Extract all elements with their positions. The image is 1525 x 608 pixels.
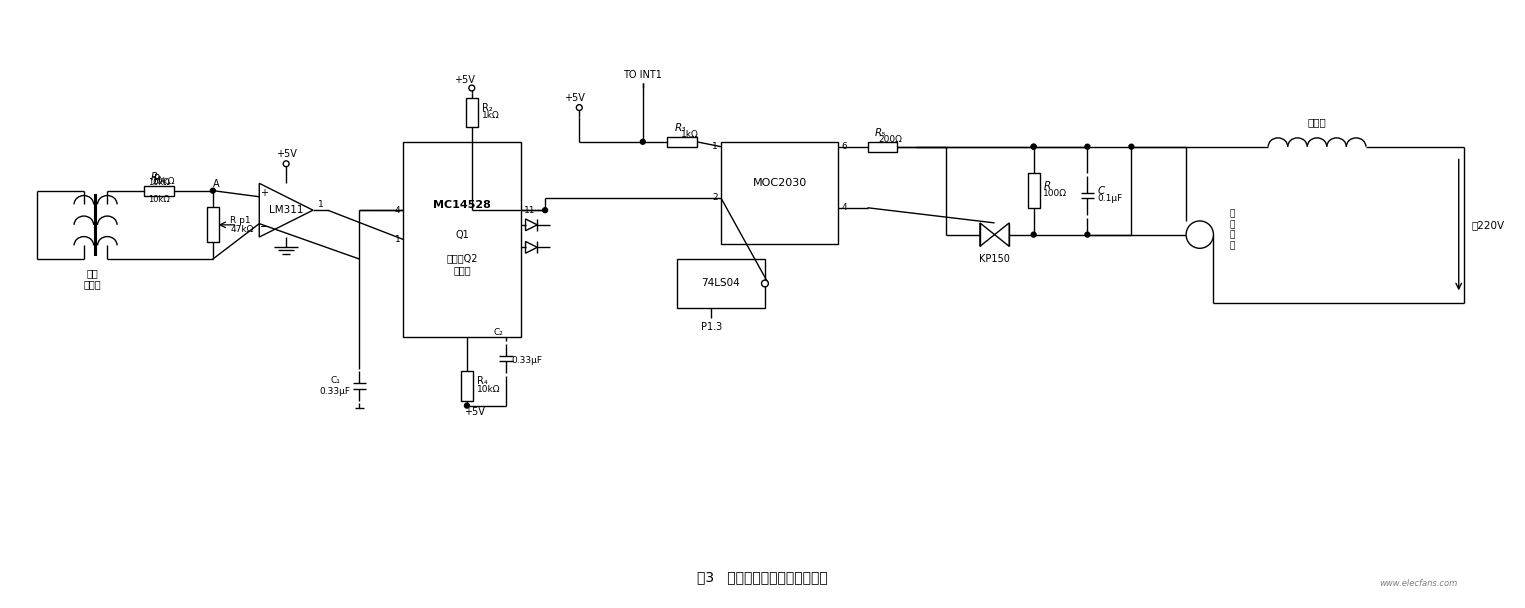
- Text: 1: 1: [712, 142, 718, 151]
- Text: 10kΩ: 10kΩ: [477, 384, 500, 393]
- Bar: [145, 186, 174, 196]
- Text: C₂: C₂: [493, 328, 503, 337]
- Text: 0.33μF: 0.33μF: [511, 356, 541, 365]
- Circle shape: [761, 280, 769, 287]
- Text: ～220V: ～220V: [1472, 220, 1505, 230]
- Text: P1.3: P1.3: [700, 322, 721, 333]
- Text: R₃: R₃: [674, 123, 686, 133]
- Bar: [461, 371, 473, 401]
- Text: 47kΩ: 47kΩ: [230, 225, 253, 234]
- Text: −: −: [259, 221, 268, 232]
- Text: 10kΩ: 10kΩ: [148, 178, 169, 187]
- Bar: [668, 137, 697, 147]
- Text: 0.1μF: 0.1μF: [1096, 194, 1122, 203]
- Circle shape: [640, 139, 645, 144]
- Text: Q1: Q1: [454, 230, 468, 240]
- Text: 4: 4: [842, 203, 846, 212]
- Text: 100Ω: 100Ω: [1043, 189, 1068, 198]
- Bar: [404, 142, 520, 337]
- Text: +: +: [261, 188, 268, 198]
- Bar: [467, 98, 477, 127]
- Text: +5V: +5V: [453, 75, 474, 85]
- Text: A: A: [212, 179, 220, 189]
- Text: C: C: [1096, 185, 1104, 196]
- Text: R₂: R₂: [482, 103, 493, 112]
- Circle shape: [576, 105, 583, 111]
- Bar: [1028, 173, 1040, 208]
- Circle shape: [284, 161, 290, 167]
- Text: MOC2030: MOC2030: [752, 178, 807, 188]
- Text: 1kΩ: 1kΩ: [680, 131, 698, 139]
- Text: +5V: +5V: [564, 93, 584, 103]
- Text: 硅碳棒: 硅碳棒: [1307, 117, 1327, 127]
- Circle shape: [1186, 221, 1214, 248]
- Bar: [207, 207, 218, 243]
- Bar: [721, 142, 839, 244]
- Text: 10kΩ: 10kΩ: [152, 178, 175, 187]
- Text: MC14528: MC14528: [433, 200, 491, 210]
- Text: LM311: LM311: [268, 205, 303, 215]
- Text: TO INT1: TO INT1: [624, 71, 662, 80]
- Text: 1: 1: [395, 235, 401, 244]
- Text: +5V: +5V: [276, 149, 296, 159]
- Circle shape: [1031, 144, 1035, 149]
- Circle shape: [1031, 232, 1035, 237]
- Text: 单稳态Q2
触发器: 单稳态Q2 触发器: [447, 253, 477, 275]
- Text: R: R: [1043, 181, 1051, 191]
- Text: 200Ω: 200Ω: [878, 136, 901, 144]
- Text: 1kΩ: 1kΩ: [482, 111, 499, 120]
- Text: C₁
0.33μF: C₁ 0.33μF: [320, 376, 351, 396]
- Text: 2: 2: [712, 193, 718, 202]
- Text: 74LS04: 74LS04: [702, 278, 740, 288]
- Text: www.elecfans.com: www.elecfans.com: [1379, 579, 1458, 588]
- Circle shape: [468, 85, 474, 91]
- Text: 同步
变压器: 同步 变压器: [84, 268, 102, 289]
- Text: R₄: R₄: [477, 376, 488, 386]
- Text: KP150: KP150: [979, 254, 1010, 264]
- Bar: [677, 259, 766, 308]
- Text: R p1: R p1: [230, 216, 252, 226]
- Text: +5V: +5V: [464, 407, 485, 418]
- Text: R₁: R₁: [151, 172, 162, 182]
- Circle shape: [1084, 144, 1090, 149]
- Circle shape: [210, 188, 215, 193]
- Circle shape: [543, 208, 547, 213]
- Circle shape: [1031, 144, 1035, 149]
- Circle shape: [1128, 144, 1133, 149]
- Text: 11: 11: [523, 206, 535, 215]
- Text: R₁: R₁: [154, 174, 165, 184]
- Circle shape: [1084, 232, 1090, 237]
- Text: 断
棒
报
警: 断 棒 报 警: [1229, 210, 1234, 250]
- Text: 图3   过零检测移相触发驱动电路: 图3 过零检测移相触发驱动电路: [697, 570, 828, 585]
- Circle shape: [465, 403, 470, 408]
- Text: 1: 1: [317, 200, 323, 209]
- Text: R₅: R₅: [874, 128, 886, 138]
- Text: 4: 4: [395, 206, 401, 215]
- Bar: [868, 142, 897, 151]
- Text: 6: 6: [842, 142, 846, 151]
- Text: 10kΩ: 10kΩ: [148, 195, 169, 204]
